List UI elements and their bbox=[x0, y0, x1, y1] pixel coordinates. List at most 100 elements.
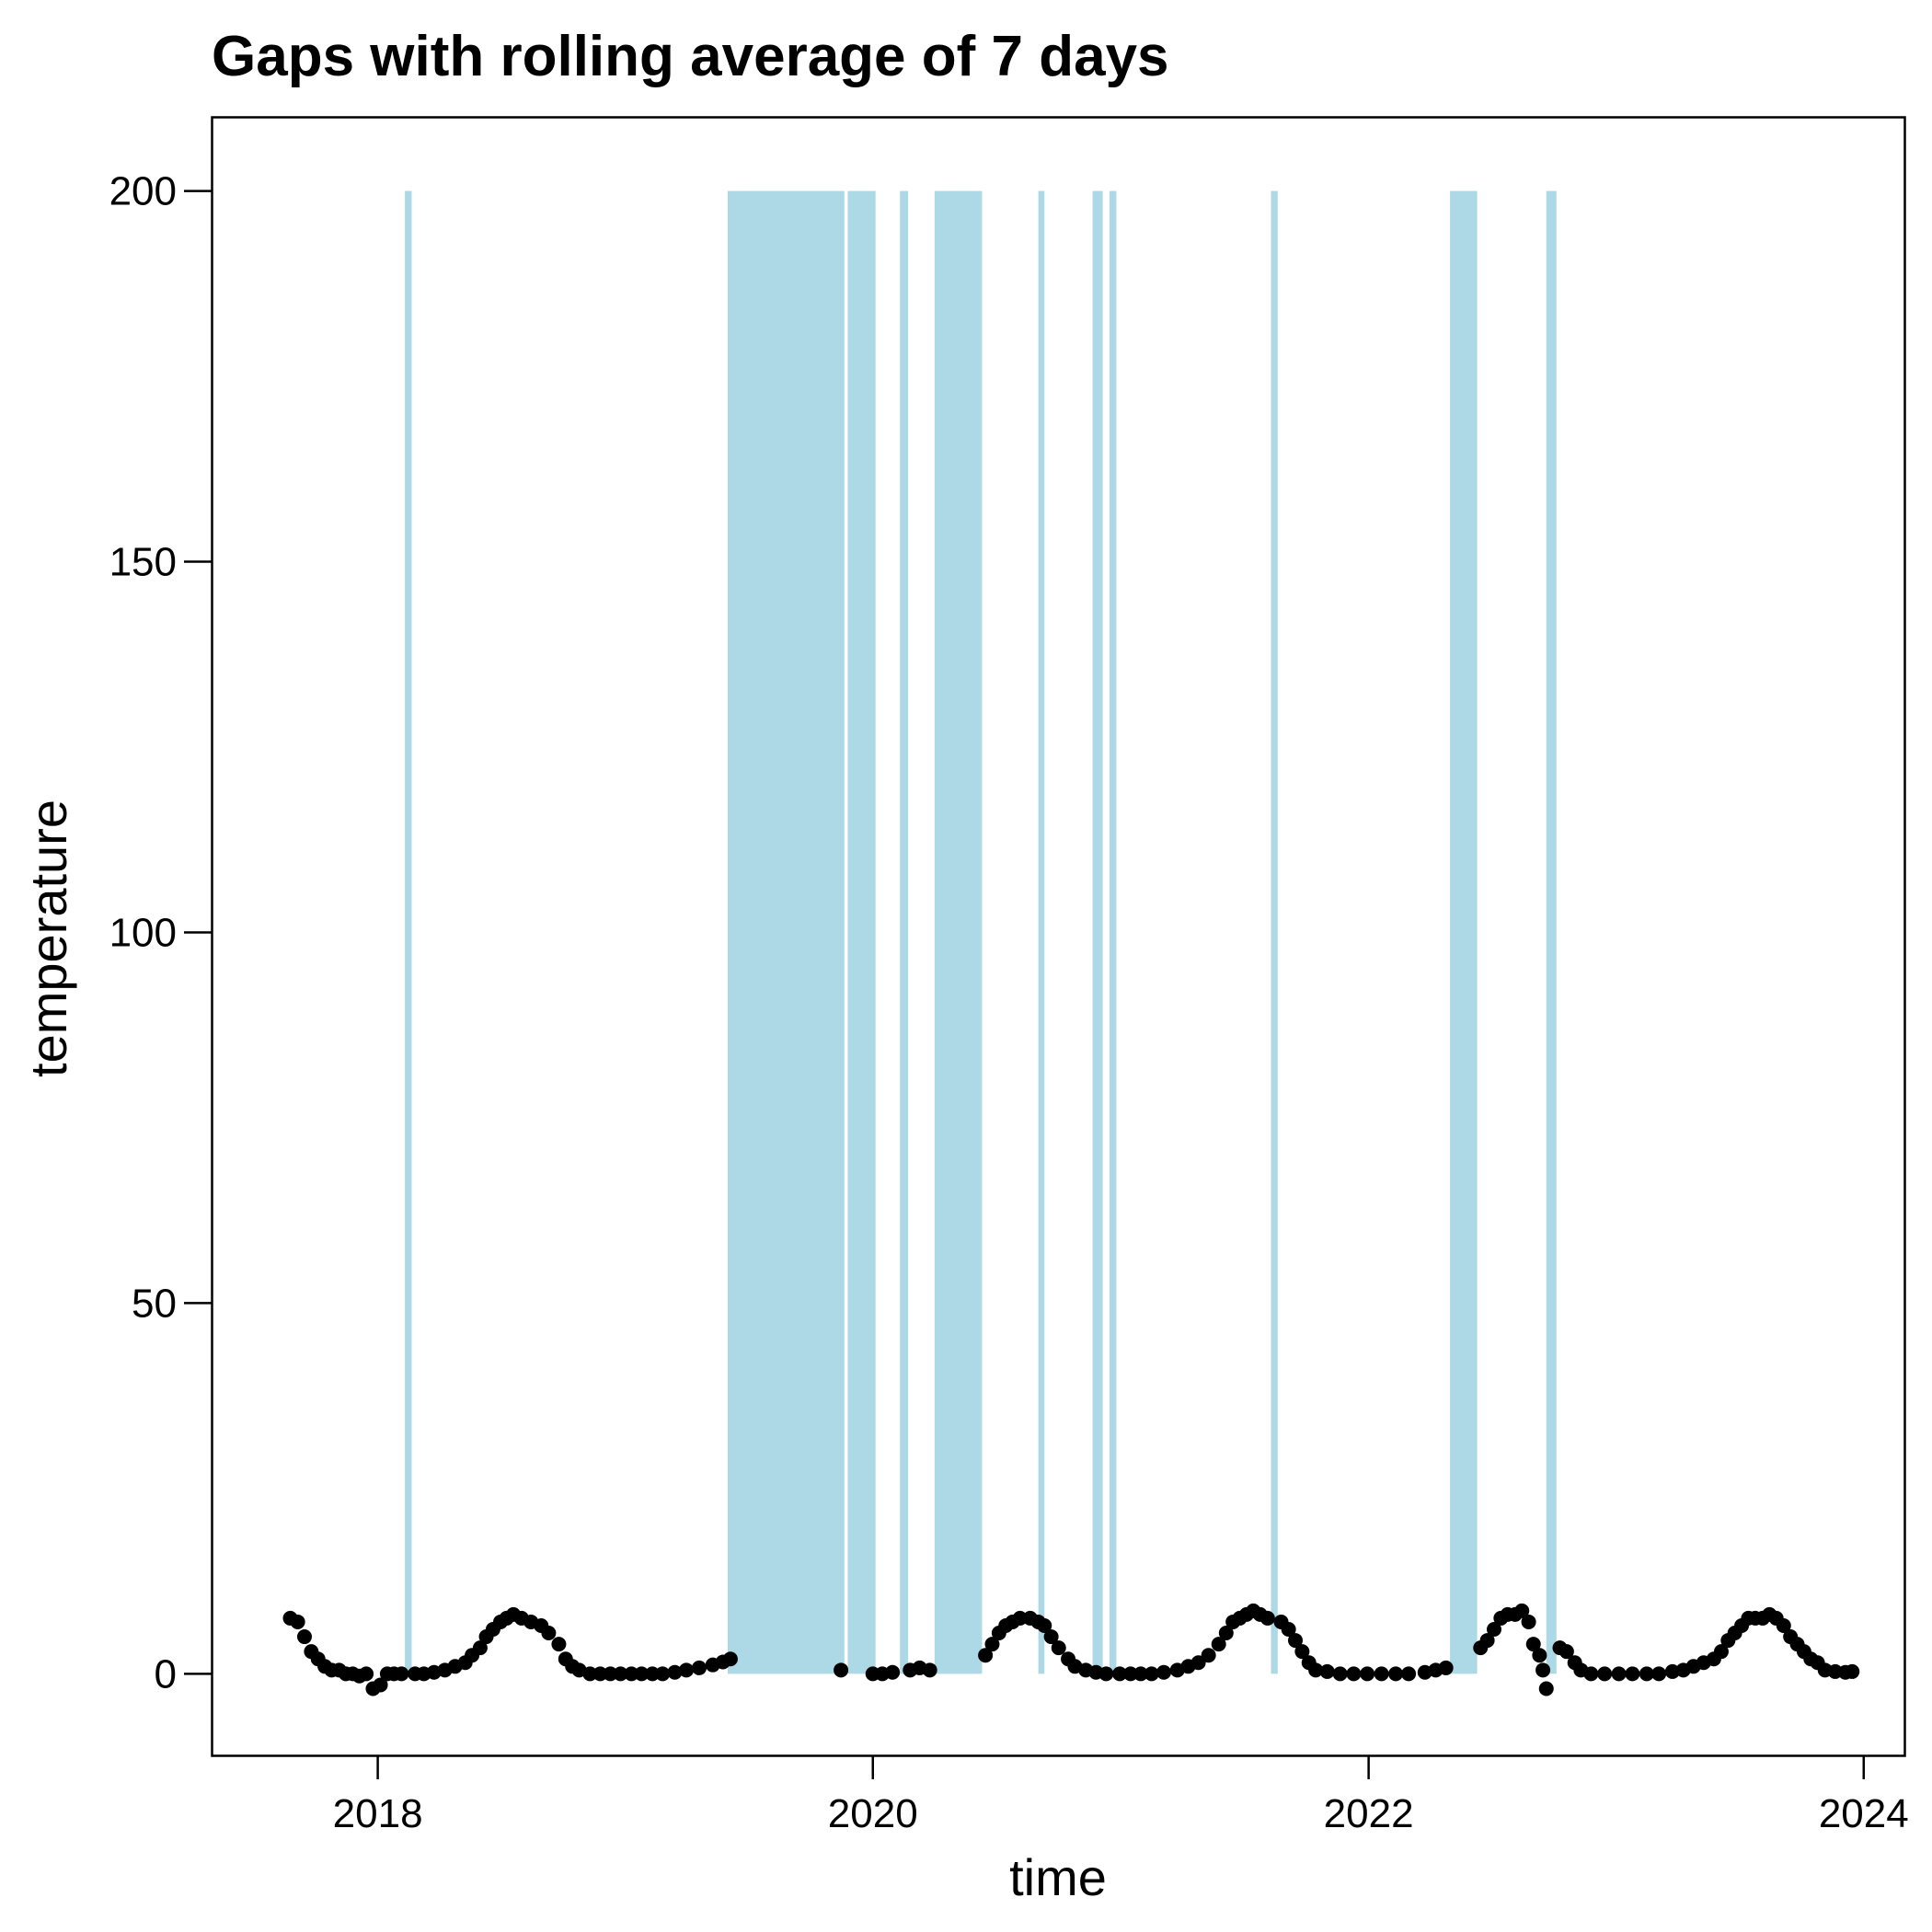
y-axis: 0 50 100 150 200 bbox=[109, 169, 212, 1696]
data-point bbox=[1259, 1610, 1275, 1626]
data-point bbox=[359, 1666, 374, 1682]
x-tick-label: 2024 bbox=[1819, 1791, 1909, 1836]
x-tick-label: 2022 bbox=[1324, 1791, 1414, 1836]
data-point bbox=[290, 1614, 305, 1629]
gap-band bbox=[405, 190, 412, 1674]
data-point bbox=[551, 1637, 567, 1652]
data-point bbox=[885, 1664, 901, 1680]
data-point bbox=[1294, 1644, 1310, 1660]
gap-band bbox=[727, 190, 845, 1674]
data-point bbox=[1713, 1644, 1729, 1660]
data-point bbox=[394, 1666, 409, 1682]
data-point bbox=[1332, 1666, 1348, 1682]
data-point bbox=[634, 1666, 650, 1682]
data-point bbox=[1438, 1660, 1454, 1675]
data-point bbox=[373, 1677, 388, 1693]
data-point bbox=[655, 1666, 671, 1682]
data-point bbox=[613, 1666, 628, 1682]
data-point bbox=[1043, 1629, 1059, 1645]
gap-band bbox=[934, 190, 983, 1674]
data-point bbox=[603, 1666, 618, 1682]
data-point bbox=[1583, 1666, 1599, 1682]
data-point bbox=[679, 1662, 695, 1678]
chart-title: Gaps with rolling average of 7 days bbox=[212, 25, 1169, 88]
data-point bbox=[978, 1648, 994, 1663]
x-tick-label: 2020 bbox=[828, 1791, 918, 1836]
data-point bbox=[922, 1662, 937, 1678]
data-point bbox=[1532, 1648, 1547, 1663]
data-point bbox=[1776, 1617, 1791, 1633]
gap-band bbox=[1546, 190, 1557, 1674]
data-point bbox=[1201, 1648, 1216, 1663]
y-tick-label: 0 bbox=[155, 1651, 177, 1696]
gap-band bbox=[1271, 190, 1278, 1674]
data-point bbox=[1514, 1603, 1530, 1618]
data-point bbox=[722, 1651, 738, 1667]
data-point bbox=[1597, 1666, 1613, 1682]
data-point bbox=[1281, 1622, 1296, 1637]
data-point bbox=[1211, 1637, 1226, 1652]
data-point bbox=[1288, 1633, 1304, 1649]
data-point bbox=[1122, 1666, 1138, 1682]
gap-layer bbox=[405, 190, 1557, 1674]
y-tick-label: 150 bbox=[109, 540, 177, 585]
data-point bbox=[1664, 1663, 1680, 1679]
data-point bbox=[1535, 1662, 1551, 1678]
data-point bbox=[1133, 1666, 1148, 1682]
data-point bbox=[1374, 1666, 1389, 1682]
y-tick-label: 100 bbox=[109, 910, 177, 955]
data-point bbox=[1639, 1666, 1654, 1682]
data-point bbox=[1845, 1663, 1860, 1679]
gap-band bbox=[1110, 190, 1117, 1674]
data-point bbox=[472, 1640, 488, 1656]
data-point bbox=[1611, 1666, 1627, 1682]
data-point bbox=[667, 1664, 683, 1680]
x-axis: 2018 2020 2022 2024 bbox=[333, 1755, 1909, 1836]
data-point bbox=[1625, 1666, 1640, 1682]
data-point bbox=[1525, 1637, 1541, 1652]
data-point bbox=[1388, 1666, 1404, 1682]
data-point bbox=[834, 1662, 849, 1678]
data-point bbox=[1401, 1666, 1417, 1682]
data-point bbox=[1479, 1633, 1495, 1649]
data-point bbox=[1098, 1666, 1114, 1682]
gap-band bbox=[1092, 190, 1103, 1674]
y-tick-label: 200 bbox=[109, 169, 177, 214]
data-point bbox=[1651, 1666, 1667, 1682]
data-point bbox=[1051, 1640, 1066, 1656]
data-point bbox=[1346, 1666, 1362, 1682]
data-point bbox=[1190, 1655, 1206, 1671]
data-point bbox=[296, 1629, 312, 1645]
data-point bbox=[624, 1666, 639, 1682]
plot-frame bbox=[211, 116, 1906, 1757]
data-point bbox=[1144, 1666, 1159, 1682]
data-point bbox=[645, 1666, 661, 1682]
data-point bbox=[1487, 1622, 1502, 1637]
data-point bbox=[541, 1626, 557, 1641]
gap-band bbox=[847, 190, 876, 1674]
gap-band bbox=[1038, 190, 1045, 1674]
y-tick-label: 50 bbox=[132, 1281, 177, 1326]
data-point bbox=[1012, 1610, 1028, 1626]
data-point bbox=[1521, 1614, 1536, 1629]
y-axis-label: temperature bbox=[19, 799, 77, 1077]
x-axis-label: time bbox=[1009, 1848, 1107, 1906]
data-point bbox=[1112, 1666, 1128, 1682]
data-point bbox=[692, 1660, 707, 1675]
data-point bbox=[1218, 1626, 1234, 1641]
gap-band bbox=[900, 190, 909, 1674]
data-point bbox=[1538, 1681, 1554, 1696]
data-point bbox=[1037, 1617, 1052, 1633]
point-layer bbox=[282, 1603, 1860, 1696]
data-point bbox=[1308, 1662, 1324, 1678]
data-point bbox=[1319, 1663, 1335, 1679]
data-point bbox=[1360, 1666, 1375, 1682]
gap-band bbox=[1450, 190, 1478, 1674]
x-tick-label: 2018 bbox=[333, 1791, 423, 1836]
data-point bbox=[984, 1637, 1000, 1652]
data-point bbox=[1558, 1644, 1574, 1660]
data-point bbox=[592, 1666, 608, 1682]
data-point bbox=[1156, 1664, 1171, 1680]
data-point bbox=[582, 1666, 598, 1682]
